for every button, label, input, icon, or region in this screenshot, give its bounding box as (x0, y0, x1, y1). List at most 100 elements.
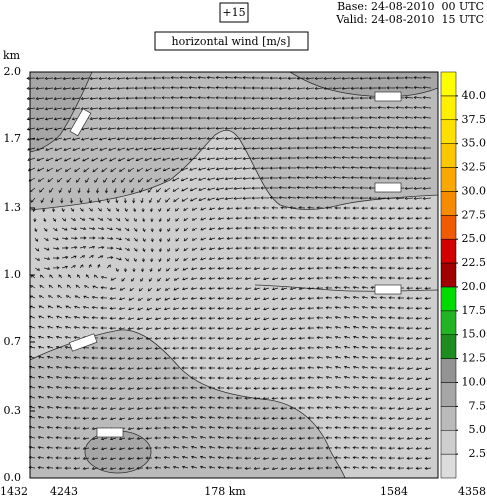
wind-arrow (199, 366, 207, 370)
wind-arrow (127, 366, 135, 370)
wind-arrow (191, 227, 198, 231)
colorbar-cell (440, 453, 457, 479)
wind-arrow (298, 366, 306, 370)
wind-arrow (307, 386, 315, 390)
wind-arrow (181, 187, 189, 192)
wind-arrow (235, 386, 243, 390)
colorbar-label: 32.5 (462, 161, 487, 174)
wind-arrow (262, 446, 270, 450)
wind-arrow (377, 156, 387, 160)
wind-arrow (350, 96, 360, 100)
wind-arrow (36, 147, 45, 151)
wind-arrow (136, 406, 144, 411)
wind-arrow (92, 285, 99, 289)
wind-arrow (62, 127, 72, 131)
wind-arrow (352, 396, 360, 400)
wind-arrow (271, 467, 279, 471)
wind-arrow (133, 217, 137, 223)
wind-arrow (332, 176, 342, 180)
wind-arrow (39, 187, 45, 193)
wind-arrow (119, 167, 126, 173)
wind-arrow (334, 355, 342, 359)
wind-arrow (181, 336, 189, 340)
wind-arrow (136, 396, 144, 401)
wind-arrow (343, 216, 351, 220)
wind-arrow (352, 286, 360, 290)
wind-arrow (334, 446, 342, 450)
wind-arrow (115, 237, 122, 241)
wind-arrow (397, 416, 405, 420)
wind-arrow (406, 387, 414, 391)
wind-arrow (86, 187, 90, 194)
wind-arrow (217, 276, 225, 280)
wind-arrow (49, 187, 54, 194)
x-label: 178 km (204, 485, 246, 498)
wind-arrow (253, 366, 261, 370)
wind-arrow (404, 136, 414, 140)
wind-arrow (422, 156, 432, 160)
wind-arrow (197, 167, 207, 171)
wind-arrow (316, 336, 324, 340)
wind-arrow (235, 466, 243, 470)
wind-arrow (397, 306, 405, 310)
wind-arrow (298, 416, 306, 420)
wind-arrow (170, 96, 180, 100)
wind-arrow (325, 206, 333, 210)
wind-arrow (370, 226, 378, 230)
wind-arrow (278, 146, 288, 150)
wind-arrow (163, 307, 171, 311)
wind-arrow (226, 436, 234, 440)
wind-arrow (341, 116, 351, 120)
wind-arrow (64, 366, 72, 370)
colorbar-cell (440, 429, 457, 455)
wind-arrow (154, 326, 162, 331)
wind-arrow (163, 466, 171, 470)
wind-arrow (350, 176, 360, 180)
wind-arrow (71, 107, 81, 111)
wind-arrow (215, 106, 224, 110)
wind-arrow (150, 227, 154, 233)
wind-arrow (287, 96, 297, 101)
wind-arrow (278, 196, 288, 200)
wind-arrow (190, 425, 198, 430)
wind-arrow (226, 226, 234, 230)
wind-arrow (165, 197, 171, 203)
wind-arrow (190, 286, 198, 291)
wind-arrow (406, 226, 414, 230)
wind-arrow (325, 375, 333, 380)
wind-arrow (388, 456, 396, 460)
wind-arrow (316, 316, 324, 320)
wind-arrow (370, 446, 378, 450)
wind-arrow (179, 106, 189, 110)
wind-arrow (157, 277, 162, 282)
wind-arrow (361, 365, 369, 370)
wind-arrow (244, 266, 252, 270)
wind-arrow (109, 447, 117, 451)
wind-arrow (359, 186, 369, 190)
wind-arrow (361, 436, 369, 440)
wind-arrow (424, 466, 432, 470)
wind-arrow (103, 177, 108, 184)
wind-arrow (379, 306, 387, 310)
wind-arrow (170, 126, 180, 130)
wind-arrow (343, 296, 351, 300)
wind-arrow (325, 216, 333, 220)
wind-arrow (325, 316, 333, 320)
wind-arrow (73, 386, 81, 390)
wind-arrow (323, 165, 333, 170)
wind-arrow (341, 186, 351, 190)
wind-arrow (316, 406, 324, 410)
wind-arrow (179, 116, 188, 120)
wind-arrow (388, 396, 396, 400)
wind-arrow (361, 355, 369, 359)
wind-arrow (172, 326, 180, 330)
wind-arrow (46, 345, 54, 349)
wind-arrow (352, 446, 360, 450)
wind-arrow (404, 166, 414, 170)
wind-arrow (415, 316, 423, 320)
wind-arrow (361, 206, 369, 210)
wind-arrow (307, 356, 315, 360)
wind-arrow (141, 257, 146, 263)
wind-arrow (251, 126, 261, 131)
wind-arrow (179, 147, 189, 151)
